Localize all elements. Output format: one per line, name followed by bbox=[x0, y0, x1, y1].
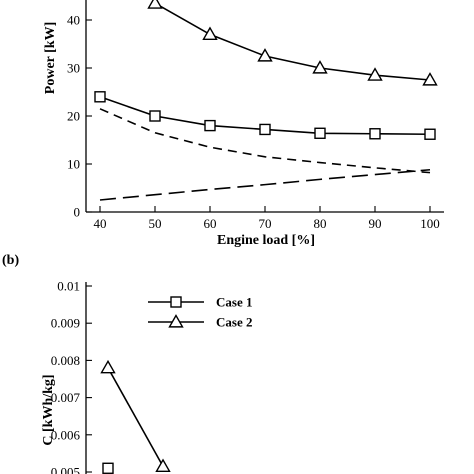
panel-a-y-axis-title: Power [kW] bbox=[43, 22, 58, 94]
panel-b-series-2-point bbox=[155, 458, 171, 472]
panel-b-label: (b) bbox=[2, 253, 19, 268]
panel-b-y-axis-title: C [kWh/kg] bbox=[41, 374, 56, 445]
panel-b-series-2-point bbox=[100, 359, 116, 374]
panel-a-x-tick-label: 60 bbox=[204, 216, 217, 231]
panel-a-series-1-point bbox=[147, 0, 163, 9]
legend-marker-1 bbox=[170, 296, 182, 308]
panel-a-series-1-point bbox=[257, 48, 273, 62]
panel-a-series-1-point bbox=[312, 60, 328, 74]
panel-b-y-tick-label: 0.009 bbox=[51, 316, 80, 331]
panel-a-x-axis-title: Engine load [%] bbox=[217, 233, 315, 248]
panel-a-series-2-point bbox=[314, 127, 326, 139]
legend-label-2: Case 2 bbox=[216, 315, 252, 330]
panel-a-series-1-point bbox=[202, 26, 218, 40]
panel-a-y-tick-label: 40 bbox=[67, 13, 80, 28]
panel-a-series-2-point bbox=[149, 110, 161, 122]
panel-a-series-2-point bbox=[204, 119, 216, 132]
panel-a-x-tick-label: 100 bbox=[420, 216, 440, 231]
panel-a-series-2-point bbox=[424, 128, 436, 140]
panel-b-y-tick-label: 0.01 bbox=[57, 279, 80, 294]
legend-label-1: Case 1 bbox=[216, 295, 252, 310]
panel-a-series-1-point bbox=[422, 72, 438, 86]
panel-a-series-2-point bbox=[369, 128, 381, 140]
panel-a-series-1-point bbox=[367, 67, 383, 81]
panel-a-series-1-line bbox=[154, 2, 431, 81]
panel-b-y-tick-label: 0.005 bbox=[51, 465, 80, 474]
panel-b-series-2-line bbox=[107, 367, 164, 467]
panel-a-y-tick-label: 10 bbox=[67, 157, 80, 172]
panel-b-y-tick-label: 0.006 bbox=[51, 427, 81, 442]
panel-a-x-tick-label: 40 bbox=[94, 216, 107, 231]
panel-b: (b) 0.005 0.006 0.007 0.008 0.009 0.01 Case 1… bbox=[2, 253, 252, 474]
panel-b-y-tick-label: 0.008 bbox=[51, 353, 80, 368]
panel-a-series-2-point bbox=[259, 123, 271, 136]
panel-a-y-tick-label: 0 bbox=[74, 205, 81, 220]
panel-a-x-tick-label: 70 bbox=[259, 216, 272, 231]
panel-a-x-tick-label: 80 bbox=[314, 216, 327, 231]
panel-b-y-tick-label: 0.007 bbox=[51, 390, 81, 405]
panel-a-x-tick-label: 50 bbox=[149, 216, 162, 231]
legend-marker-2 bbox=[168, 314, 184, 328]
panel-a-y-tick-label: 20 bbox=[67, 109, 80, 124]
panel-a-x-tick-label: 90 bbox=[369, 216, 382, 231]
panel-a: 0 10 20 30 40 40 50 60 70 80 90 100 Power [kW] Eng… bbox=[43, 0, 444, 248]
panel-a-series-4-line bbox=[99, 168, 431, 201]
panel-a-series-2-point bbox=[94, 91, 106, 103]
panel-a-y-tick-label: 30 bbox=[67, 61, 80, 76]
panel-a-series-3-line bbox=[99, 108, 431, 174]
panel-b-series-1-point bbox=[102, 462, 114, 474]
